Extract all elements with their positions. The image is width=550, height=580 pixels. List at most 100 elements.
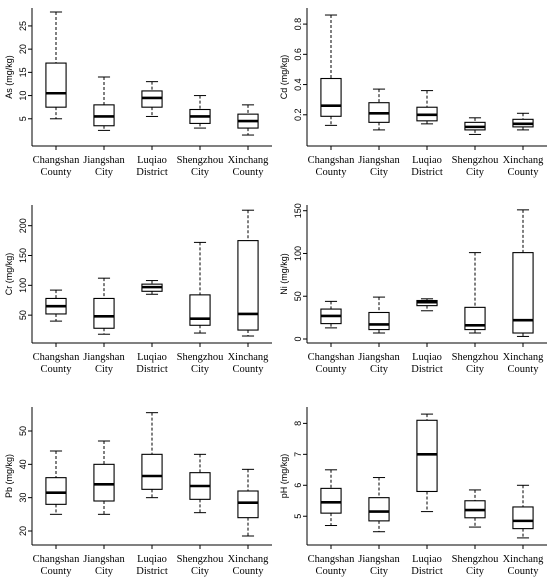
box-group	[237, 209, 259, 337]
box-group	[512, 112, 534, 131]
x-category-label-line: Changshan	[308, 352, 355, 363]
x-category-label-line: Luqiao	[412, 554, 442, 565]
x-category-label: Luqiao District	[136, 352, 168, 375]
box-group	[512, 484, 534, 539]
x-category-label-line: County	[41, 566, 73, 577]
y-tick-label: 20	[18, 44, 28, 54]
x-category-label-line: City	[370, 167, 389, 178]
box-group	[368, 477, 390, 533]
box-group	[45, 11, 67, 120]
box-group	[416, 90, 438, 125]
x-category-label-line: City	[95, 566, 114, 577]
y-axis-label: pH (mg/kg)	[279, 454, 289, 499]
box-group	[416, 413, 438, 513]
x-category-label-line: City	[370, 364, 389, 375]
x-category-label-line: Xinchang	[503, 554, 545, 565]
x-category-label-line: County	[316, 167, 348, 178]
x-category-label-line: Xinchang	[228, 155, 270, 166]
x-category-label: Changshan County	[308, 155, 355, 178]
x-category-label: Luqiao District	[411, 554, 443, 577]
x-category-label: Changshan County	[308, 554, 355, 577]
x-category-label-line: City	[191, 364, 210, 375]
x-category-label-line: Shengzhou	[177, 155, 224, 166]
x-category-label-line: Jiangshan	[358, 352, 400, 363]
x-category-label: Changshan County	[33, 155, 80, 178]
x-category-label-line: Jiangshan	[358, 155, 400, 166]
y-tick-label: 0	[293, 336, 303, 341]
box-group	[368, 296, 390, 334]
x-category-label-line: City	[191, 566, 210, 577]
iqr-box	[368, 311, 390, 331]
x-category-label-line: County	[316, 566, 348, 577]
y-axis-label: As (mg/kg)	[4, 55, 14, 99]
box-group	[93, 440, 115, 515]
x-category-label: Xinchang County	[228, 554, 270, 577]
x-category-label-line: County	[233, 167, 265, 178]
x-category-label-line: Luqiao	[137, 554, 167, 565]
x-category-label: Jiangshan City	[83, 352, 125, 375]
x-category-label: Shengzhou City	[452, 554, 499, 577]
x-category-label-line: City	[95, 167, 114, 178]
box-group	[93, 76, 115, 131]
y-tick-label: 0.4	[293, 78, 303, 91]
x-category-label-line: County	[233, 364, 265, 375]
x-category-label-line: Luqiao	[412, 155, 442, 166]
x-category-label-line: Luqiao	[412, 352, 442, 363]
x-category-label: Xinchang County	[503, 352, 545, 375]
x-category-label-line: Shengzhou	[452, 352, 499, 363]
x-category-label: Shengzhou City	[177, 554, 224, 577]
x-category-label-line: Luqiao	[137, 352, 167, 363]
y-tick-label: 0.2	[293, 109, 303, 122]
box-group	[45, 450, 67, 515]
x-category-label-line: Changshan	[33, 352, 80, 363]
x-category-label: Changshan County	[33, 554, 80, 577]
y-tick-label: 6	[293, 483, 303, 488]
x-category-label-line: District	[411, 167, 443, 178]
box-group	[189, 241, 211, 334]
x-category-label: Shengzhou City	[177, 352, 224, 375]
y-tick-label: 0.8	[293, 18, 303, 31]
iqr-box	[45, 477, 67, 505]
x-category-label-line: County	[508, 566, 540, 577]
box-group	[189, 453, 211, 514]
x-category-label: Luqiao District	[136, 554, 168, 577]
x-category-label-line: Changshan	[33, 554, 80, 565]
x-category-label-line: Shengzhou	[452, 155, 499, 166]
iqr-box	[141, 453, 163, 490]
x-category-label-line: Jiangshan	[358, 554, 400, 565]
y-axis-label: Ni (mg/kg)	[279, 253, 289, 295]
box-group	[141, 412, 163, 499]
x-category-label-line: Jiangshan	[83, 155, 125, 166]
x-category-label: Jiangshan City	[358, 554, 400, 577]
x-category-label: Xinchang County	[503, 155, 545, 178]
y-tick-label: 25	[18, 21, 28, 31]
y-tick-label: 150	[293, 203, 303, 218]
x-category-label-line: Jiangshan	[83, 554, 125, 565]
x-category-label-line: Changshan	[308, 554, 355, 565]
x-category-label-line: Changshan	[33, 155, 80, 166]
iqr-box	[512, 506, 534, 530]
box-group	[512, 209, 534, 337]
iqr-box	[368, 497, 390, 522]
iqr-box	[512, 252, 534, 334]
y-tick-label: 50	[293, 291, 303, 301]
box-group	[141, 280, 163, 295]
x-category-label-line: County	[41, 167, 73, 178]
x-category-label-line: City	[466, 167, 485, 178]
x-category-label-line: County	[233, 566, 265, 577]
x-category-label-line: County	[316, 364, 348, 375]
x-category-label-line: Xinchang	[228, 352, 270, 363]
y-tick-label: 30	[18, 493, 28, 503]
x-category-label-line: Shengzhou	[452, 554, 499, 565]
box-group	[141, 81, 163, 117]
box-group	[464, 489, 486, 528]
x-category-label: Jiangshan City	[83, 155, 125, 178]
x-category-label-line: Xinchang	[503, 155, 545, 166]
y-tick-label: 150	[18, 248, 28, 263]
x-category-label-line: Changshan	[308, 155, 355, 166]
x-category-label-line: Jiangshan	[83, 352, 125, 363]
